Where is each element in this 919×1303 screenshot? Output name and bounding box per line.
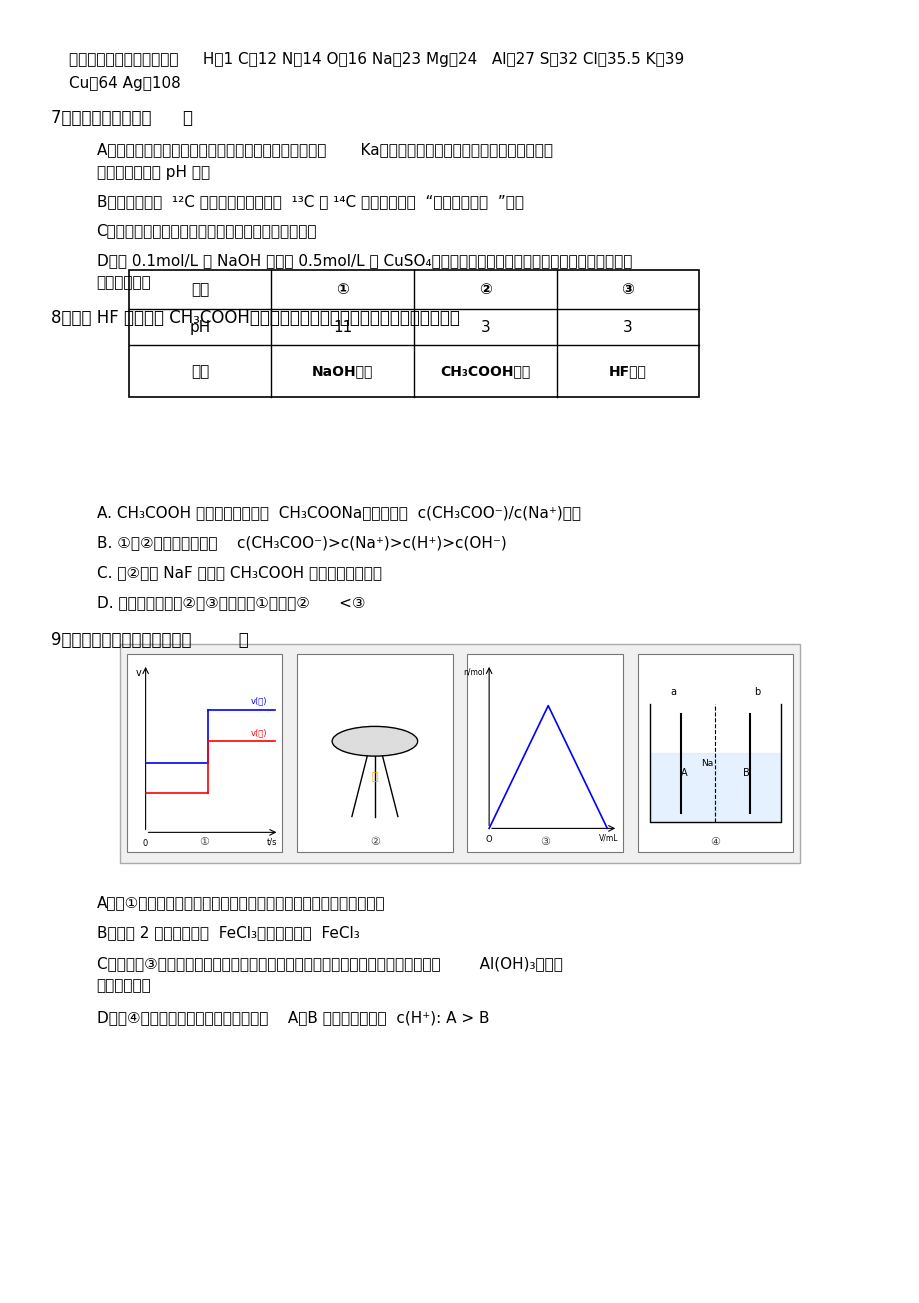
Text: ③: ③ <box>621 281 633 297</box>
Text: O: O <box>485 835 492 844</box>
Text: 9、下列各图与表述一致的是（         ）: 9、下列各图与表述一致的是（ ） <box>51 631 248 649</box>
Text: D．图④电解饱和食盐水的装置中，溶液    A、B 中由水电离出的  c(H⁺): A > B: D．图④电解饱和食盐水的装置中，溶液 A、B 中由水电离出的 c(H⁺): A … <box>96 1010 489 1025</box>
Text: v: v <box>135 668 141 678</box>
FancyBboxPatch shape <box>467 654 622 852</box>
Text: 8、已知 HF 酸性强于 CH₃COOH，常温下有下列三种溶液。有关叙述不正确的是: 8、已知 HF 酸性强于 CH₃COOH，常温下有下列三种溶液。有关叙述不正确的… <box>51 309 459 327</box>
Text: D．将 0.1mol/L 的 NaOH 溶液与 0.5mol/L 的 CuSO₄溶液等体积混合制得氢氧化铜悬浊液，用于检验麦: D．将 0.1mol/L 的 NaOH 溶液与 0.5mol/L 的 CuSO₄… <box>96 253 631 268</box>
Text: 11: 11 <box>333 319 352 335</box>
FancyBboxPatch shape <box>297 654 452 852</box>
Text: B: B <box>743 767 749 778</box>
Text: B．尽量使用含  ¹²C 的产品，减少使用含  ¹³C 或 ¹⁴C 的产品，符合  “促进低碳经济  ”宗旨: B．尽量使用含 ¹²C 的产品，减少使用含 ¹³C 或 ¹⁴C 的产品，符合 “… <box>96 194 523 210</box>
Ellipse shape <box>332 726 417 756</box>
Text: 0: 0 <box>142 839 148 848</box>
FancyBboxPatch shape <box>129 270 698 397</box>
Text: v(正): v(正) <box>250 697 267 706</box>
Text: 7、下列说法正确是（      ）: 7、下列说法正确是（ ） <box>51 109 192 128</box>
Text: 溶液: 溶液 <box>191 364 209 379</box>
Text: 中和滴定实验、 pH 试纸: 中和滴定实验、 pH 试纸 <box>96 165 210 181</box>
Text: 3: 3 <box>480 319 490 335</box>
Text: ①: ① <box>336 281 348 297</box>
Text: B．用图 2 所示装置蒸发  FeCl₃溶液制备无水  FeCl₃: B．用图 2 所示装置蒸发 FeCl₃溶液制备无水 FeCl₃ <box>96 925 359 941</box>
Text: 火: 火 <box>371 771 378 782</box>
Text: V/mL: V/mL <box>598 834 618 843</box>
Text: Na: Na <box>700 758 713 767</box>
Text: A. CH₃COOH 稀溶液中加入少量  CH₃COONa，能使比值  c(CH₃COO⁻)/c(Na⁺)增大: A. CH₃COOH 稀溶液中加入少量 CH₃COONa，能使比值 c(CH₃C… <box>96 506 580 521</box>
Text: C．由石油制取乙烯、丙烯等化工原料不涉及化学变化: C．由石油制取乙烯、丙烯等化工原料不涉及化学变化 <box>96 223 317 238</box>
FancyBboxPatch shape <box>127 654 282 852</box>
Text: D. 中和相同体积的②、③，需消耗①的体积②      <③: D. 中和相同体积的②、③，需消耗①的体积② <③ <box>96 595 365 611</box>
Text: CH₃COOH溶液: CH₃COOH溶液 <box>439 365 530 378</box>
Text: v(逆): v(逆) <box>250 728 267 737</box>
Text: ③: ③ <box>539 837 550 847</box>
Text: C. 向②加入 NaF 固体， CH₃COOH 电离平衡正向移动: C. 向②加入 NaF 固体， CH₃COOH 电离平衡正向移动 <box>96 566 381 581</box>
Text: pH: pH <box>189 319 210 335</box>
Text: C．曲线图③可以表示向一定量的明矾溶液中逐滴添加一定浓度氯氧化铝溶液时产生        Al(OH)₃沉淤的: C．曲线图③可以表示向一定量的明矾溶液中逐滴添加一定浓度氯氧化铝溶液时产生 Al… <box>96 956 562 972</box>
Text: B. ①、②等体积混合后：    c(CH₃COO⁻)>c(Na⁺)>c(H⁺)>c(OH⁻): B. ①、②等体积混合后： c(CH₃COO⁻)>c(Na⁺)>c(H⁺)>c(… <box>96 536 505 551</box>
Text: b: b <box>754 687 760 697</box>
Text: ②: ② <box>479 281 491 297</box>
Text: A．欲粗略测定某未知浓度的醒酸溶液中醒酸的电离常数       Ka，应做的实验和所需的试剂（或试纸）为：: A．欲粗略测定某未知浓度的醒酸溶液中醒酸的电离常数 Ka，应做的实验和所需的试剂… <box>96 142 552 158</box>
Text: A．图①可以表示对某化学平衡体系改变温度后反应速率随时间的变化: A．图①可以表示对某化学平衡体系改变温度后反应速率随时间的变化 <box>96 895 385 911</box>
FancyBboxPatch shape <box>637 654 792 852</box>
Text: 可能用到的相对原子质量：     H－1 C－12 N－14 O－16 Na－23 Mg－24   Al－27 S－32 Cl－35.5 K－39: 可能用到的相对原子质量： H－1 C－12 N－14 O－16 Na－23 Mg… <box>69 52 684 68</box>
Text: A: A <box>680 767 686 778</box>
Text: 芽糖是还原糖: 芽糖是还原糖 <box>96 275 152 291</box>
Text: n/mol: n/mol <box>462 668 484 678</box>
Text: Cu－64 Ag－108: Cu－64 Ag－108 <box>69 76 180 91</box>
Text: NaOH溶液: NaOH溶液 <box>312 365 373 378</box>
Text: a: a <box>670 687 675 697</box>
Text: ①: ① <box>199 837 210 847</box>
Text: 3: 3 <box>622 319 632 335</box>
Text: 物质的量变化: 物质的量变化 <box>96 979 152 994</box>
Text: t/s: t/s <box>267 838 278 847</box>
Text: ②: ② <box>369 837 380 847</box>
FancyBboxPatch shape <box>119 644 800 863</box>
Text: HF溶液: HF溶液 <box>608 365 646 378</box>
Text: 编号: 编号 <box>191 281 209 297</box>
Text: ④: ④ <box>709 837 720 847</box>
